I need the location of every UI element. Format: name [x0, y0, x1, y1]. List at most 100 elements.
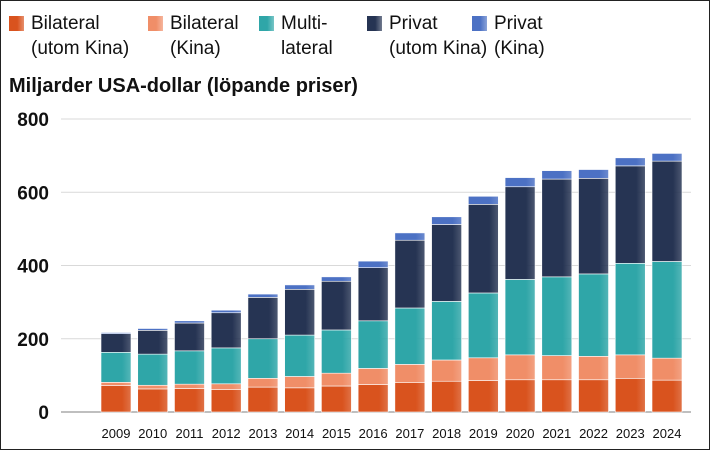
legend-label: Bilateral (utom Kina)	[31, 11, 129, 61]
legend-label-line: (utom Kina)	[389, 38, 488, 59]
bar-segment	[137, 388, 169, 413]
bar-segment	[614, 354, 646, 379]
legend-label: Bilateral (Kina)	[170, 11, 239, 61]
bar-segment	[651, 261, 683, 359]
bar-segment	[504, 279, 536, 356]
bar-segment	[210, 309, 242, 314]
legend-label-line: Bilateral	[170, 13, 239, 34]
x-tick-label: 2018	[432, 426, 461, 441]
x-tick-label: 2023	[616, 426, 645, 441]
legend-label: Privat (utom Kina)	[389, 11, 487, 61]
bar-segment	[210, 383, 242, 390]
legend-label-line: (Kina)	[494, 38, 545, 59]
bar-segment	[651, 160, 683, 262]
bar-segment	[468, 357, 499, 381]
legend-swatch	[472, 16, 487, 31]
bar-segment	[431, 380, 462, 413]
x-tick-label: 2009	[102, 426, 131, 441]
bar-segment	[541, 355, 573, 381]
bar-segment	[100, 333, 132, 353]
bar-segment	[137, 330, 169, 355]
bar-segment	[100, 352, 132, 383]
bar-segment	[614, 263, 646, 356]
bar-segment	[174, 322, 205, 352]
x-tick-label: 2011	[175, 426, 203, 441]
bar-segment	[504, 186, 536, 280]
bar-segment	[174, 320, 205, 324]
bar-segment	[100, 382, 132, 386]
legend-swatch	[259, 16, 274, 31]
x-tick-label: 2016	[359, 426, 388, 441]
bar-segment	[321, 329, 352, 374]
bar-segment	[210, 347, 242, 385]
y-tick-label: 800	[17, 110, 49, 131]
legend-label-line: (utom Kina)	[31, 38, 130, 59]
legend-label-line: (Kina)	[170, 38, 221, 59]
x-tick-label: 2015	[322, 426, 351, 441]
bar-segment	[247, 297, 279, 340]
y-tick-label: 0	[38, 403, 49, 424]
x-tick-label: 2013	[248, 426, 277, 441]
bar-segment	[394, 307, 426, 365]
bar-segment	[504, 177, 536, 188]
bar-segment	[247, 338, 279, 379]
bar-segment	[468, 195, 499, 205]
bar-segment	[321, 372, 352, 387]
bar-segment	[247, 386, 279, 413]
bar-segment	[651, 153, 683, 162]
bar-segment	[174, 388, 205, 413]
bar-segment	[578, 379, 609, 413]
bar-segment	[614, 378, 646, 413]
legend-label: Multi-lateral	[281, 11, 333, 61]
bar-segment	[357, 320, 389, 369]
bar-segment	[614, 165, 646, 264]
bar-segment	[284, 376, 315, 389]
bar-segment	[137, 384, 169, 390]
y-axis-unit-label: Miljarder USA-dollar (löpande priser)	[9, 75, 358, 97]
bar-segment	[468, 292, 499, 359]
bar-segment	[578, 356, 609, 381]
x-tick-label: 2012	[212, 426, 241, 441]
bar-segment	[541, 178, 573, 278]
bar-segment	[578, 273, 609, 357]
bar-segment	[504, 379, 536, 413]
x-tick-label: 2010	[138, 426, 167, 441]
legend-label-line: Privat	[494, 13, 543, 34]
bar-segment	[174, 350, 205, 385]
y-tick-label: 200	[17, 330, 49, 351]
bar-segment	[541, 170, 573, 180]
bar-segment	[247, 293, 279, 298]
y-tick-label: 600	[17, 183, 49, 204]
bar-segment	[321, 276, 352, 282]
bar-segment	[357, 368, 389, 385]
legend-label-line: Privat	[389, 13, 438, 34]
bar-segment	[357, 267, 389, 322]
bar-segment	[357, 384, 389, 413]
legend-swatch	[148, 16, 163, 31]
bar-segment	[357, 260, 389, 268]
bar-segment	[284, 289, 315, 336]
x-tick-label: 2017	[395, 426, 424, 441]
x-tick-label: 2019	[469, 426, 498, 441]
bar-segment	[541, 276, 573, 356]
bar-segment	[394, 364, 426, 384]
legend-label-line: lateral	[281, 38, 333, 59]
bar-segment	[284, 334, 315, 377]
bar-segment	[100, 332, 132, 334]
bar-segment	[651, 379, 683, 413]
bar-segment	[651, 357, 683, 381]
bar-segment	[578, 178, 609, 275]
legend-label-line: Multi-	[281, 13, 328, 34]
bar-segment	[504, 354, 536, 381]
bar-segment	[210, 389, 242, 413]
bar-segment	[431, 224, 462, 302]
x-tick-label: 2014	[285, 426, 314, 441]
bar-segment	[578, 169, 609, 179]
y-tick-label: 400	[17, 257, 49, 278]
bar-segment	[614, 157, 646, 167]
bar-segment	[321, 280, 352, 331]
x-tick-label: 2024	[653, 426, 682, 441]
legend-label-line: Bilateral	[31, 13, 100, 34]
